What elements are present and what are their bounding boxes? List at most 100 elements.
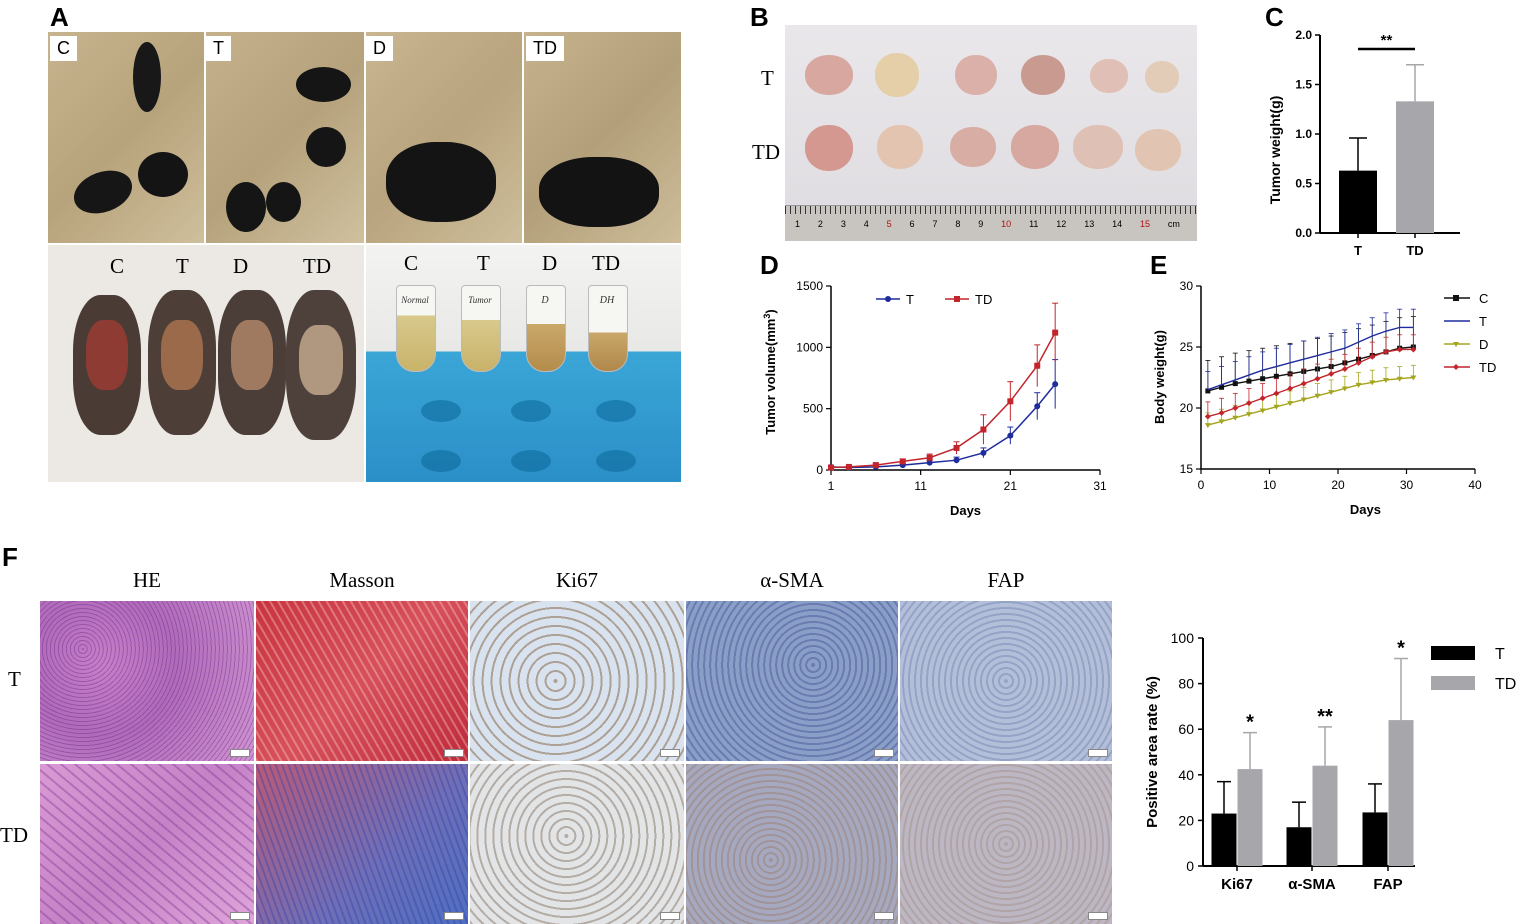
chart-e-legend-marker: [1453, 295, 1459, 301]
chart-d-ylabel-close: ): [763, 309, 778, 313]
tumor-row-label-t: T: [761, 66, 774, 90]
chart-e-point: [1287, 385, 1294, 392]
tube-writing-1: Normal: [401, 295, 429, 305]
chart-e-point: [1314, 393, 1321, 399]
chart-e-point: [1260, 376, 1266, 382]
cage-label-d: D: [366, 36, 393, 61]
chart-c-ytick-label: 1.0: [1295, 127, 1312, 141]
cage-photo-d: [366, 32, 522, 243]
dissected-mice-photo: [48, 245, 364, 482]
chart-d-point: [1052, 329, 1059, 336]
chart-d-xlabel: Days: [950, 503, 981, 518]
chart-c-xtick-label: T: [1354, 243, 1362, 258]
tube-label-c: C: [404, 251, 419, 275]
chart-e-ytick-label: 20: [1180, 401, 1194, 415]
scale-bar: [230, 749, 250, 757]
chart-e-point: [1245, 400, 1252, 407]
chart-e-point: [1259, 395, 1266, 402]
micrograph-he-td: [40, 764, 254, 924]
chart-d-point: [980, 426, 987, 433]
stain-label-asma: α-SMA: [760, 568, 824, 592]
chart-e-point: [1341, 365, 1348, 372]
chart-f-bar: [1312, 765, 1338, 866]
panel-label-d: D: [760, 250, 779, 280]
chart-e-legend-label: TD: [1479, 360, 1496, 375]
chart-c-ytick-label: 0.0: [1295, 226, 1312, 240]
mouse-label-d: D: [233, 254, 249, 278]
chart-e-xtick-label: 10: [1263, 478, 1277, 492]
chart-c-bar: [1396, 101, 1434, 233]
chart-e-line-t: [1207, 326, 1414, 391]
chart-f-xtick-label: FAP: [1373, 876, 1402, 893]
ruler-number: 3: [840, 219, 846, 229]
ruler-number: 8: [955, 219, 961, 229]
cage-label-td: TD: [526, 36, 564, 61]
chart-e-point: [1382, 348, 1389, 355]
chart-d-xtick-label: 21: [1004, 479, 1018, 493]
chart-d-point: [926, 459, 933, 466]
chart-d-ylabel-sup: 3: [762, 314, 772, 319]
chart-f-legend-swatch: [1431, 676, 1475, 690]
chart-e-point: [1205, 388, 1211, 394]
chart-e-line-td: [1207, 348, 1414, 418]
chart-e-point: [1355, 382, 1362, 388]
chart-f-ytick-label: 0: [1186, 858, 1194, 874]
cage-label-c: C: [50, 36, 77, 61]
chart-e-line-d: [1207, 376, 1414, 426]
chart-d-point: [872, 462, 879, 469]
chart-e-point: [1245, 412, 1252, 418]
chart-f-legend-label: T: [1495, 646, 1505, 663]
chart-e-point: [1232, 415, 1239, 421]
chart-e-point: [1218, 419, 1225, 425]
chart-d-point: [953, 444, 960, 451]
chart-f-ytick-label: 20: [1178, 812, 1194, 828]
panel-label-f: F: [2, 542, 18, 572]
scale-bar: [874, 912, 894, 920]
scale-bar: [874, 749, 894, 757]
ruler: [785, 205, 1197, 241]
chart-f-ytick-label: 60: [1178, 721, 1194, 737]
chart-e-point: [1396, 346, 1403, 353]
cage-photo-t: [206, 32, 364, 243]
chart-e-point: [1410, 375, 1417, 381]
chart-e-point: [1232, 405, 1239, 411]
chart-f-bar: [1388, 720, 1414, 866]
chart-f-xtick-label: Ki67: [1221, 876, 1253, 893]
ruler-number: 10: [1001, 219, 1012, 229]
chart-f-bar: [1286, 827, 1312, 866]
chart-e-point: [1369, 380, 1376, 386]
micrograph-masson-t: [256, 601, 468, 761]
micrograph-he-t: [40, 601, 254, 761]
chart-d-point: [845, 463, 852, 470]
chart-c-ytick-label: 0.5: [1295, 177, 1312, 191]
chart-d-line-t: [830, 383, 1056, 469]
chart-d-line-td: [830, 332, 1056, 469]
chart-f-significance-label: *: [1397, 638, 1405, 660]
chart-e-ytick-label: 15: [1180, 462, 1194, 476]
excised-tumors-photo: [785, 25, 1197, 241]
chart-d-point: [1007, 432, 1014, 439]
chart-c-significance-label: **: [1381, 32, 1393, 49]
chart-e-point: [1382, 377, 1389, 383]
chart-e-point: [1314, 375, 1321, 382]
micrograph-masson-td: [256, 764, 468, 924]
scale-bar: [230, 912, 250, 920]
chart-f-ytick-label: 100: [1171, 630, 1195, 646]
chart-c-ytick-label: 2.0: [1295, 28, 1312, 42]
mouse-label-c: C: [110, 254, 125, 278]
ruler-number: 11: [1029, 219, 1039, 229]
cage-photo-td: [524, 32, 681, 243]
tumor-row-label-td: TD: [752, 140, 780, 164]
panel-label-a: A: [50, 2, 69, 32]
ruler-number: 14: [1112, 219, 1123, 229]
chart-f-bar: [1211, 813, 1237, 866]
chart-e-point: [1300, 397, 1307, 403]
chart-e-point: [1273, 404, 1280, 410]
chart-e-xtick-label: 20: [1331, 478, 1345, 492]
stain-label-he: HE: [133, 568, 161, 592]
chart-e-point: [1246, 378, 1252, 384]
ruler-number: 12: [1056, 219, 1067, 229]
tube-label-td: TD: [592, 251, 620, 275]
